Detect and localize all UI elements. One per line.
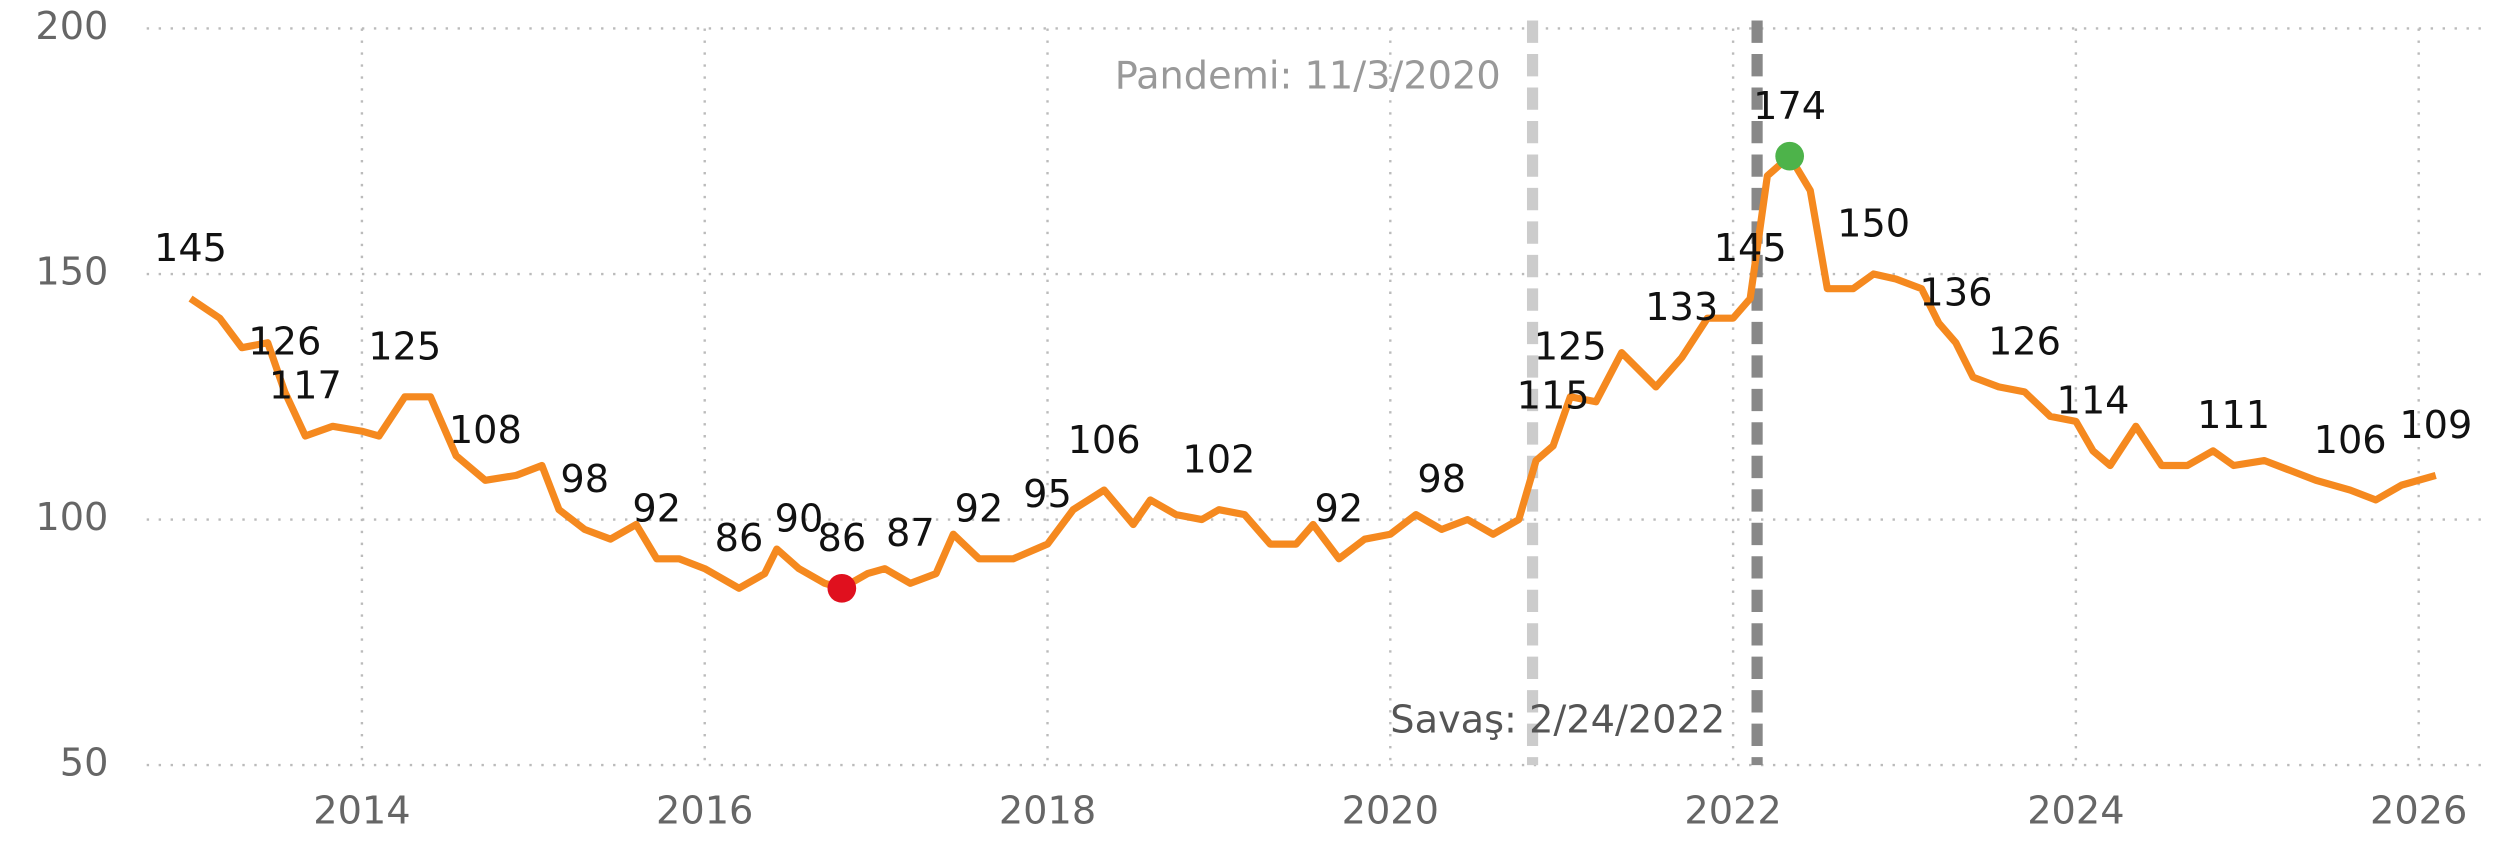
value-label: 87 — [886, 511, 935, 556]
value-label: 108 — [449, 408, 522, 453]
value-label: 126 — [1988, 320, 2061, 365]
value-label: 145 — [154, 226, 227, 271]
event-label: Savaş: 2/24/2022 — [1390, 698, 1725, 743]
value-label: 98 — [1417, 457, 1466, 502]
y-tick-label: 200 — [35, 4, 108, 49]
value-label: 106 — [1068, 418, 1141, 463]
value-label: 136 — [1919, 270, 1992, 315]
x-tick-label: 2018 — [999, 788, 1096, 833]
y-tick-label: 100 — [35, 495, 108, 540]
value-label: 98 — [560, 457, 609, 502]
x-tick-label: 2014 — [313, 788, 410, 833]
value-label: 150 — [1837, 202, 1910, 247]
value-label: 145 — [1714, 226, 1787, 271]
x-tick-label: 2022 — [1684, 788, 1781, 833]
y-tick-label: 150 — [35, 250, 108, 295]
value-label: 125 — [368, 324, 441, 369]
x-tick-label: 2026 — [2370, 788, 2467, 833]
value-label: 106 — [2314, 418, 2387, 463]
value-label: 92 — [1315, 487, 1364, 532]
value-label: 92 — [632, 487, 681, 532]
value-label: 109 — [2399, 403, 2472, 448]
value-label: 95 — [1023, 472, 1072, 517]
value-label: 111 — [2197, 393, 2270, 438]
value-label: 125 — [1534, 324, 1607, 369]
value-label: 86 — [818, 516, 867, 561]
x-tick-label: 2016 — [656, 788, 753, 833]
event-label: Pandemi: 11/3/2020 — [1115, 53, 1501, 98]
value-label: 117 — [269, 364, 342, 409]
line-series — [188, 152, 2437, 592]
value-label: 92 — [955, 487, 1004, 532]
x-tick-label: 2020 — [1342, 788, 1439, 833]
highlight-point — [1775, 141, 1805, 171]
value-label: 102 — [1182, 437, 1255, 482]
value-label: 90 — [775, 496, 824, 541]
value-label: 114 — [2057, 378, 2130, 423]
y-tick-label: 50 — [60, 741, 109, 786]
value-label: 115 — [1517, 374, 1590, 419]
value-label: 174 — [1753, 84, 1826, 129]
highlight-point — [827, 573, 857, 603]
value-label: 126 — [248, 320, 321, 365]
value-label: 133 — [1645, 285, 1718, 330]
value-label: 86 — [715, 516, 764, 561]
x-tick-label: 2024 — [2027, 788, 2124, 833]
